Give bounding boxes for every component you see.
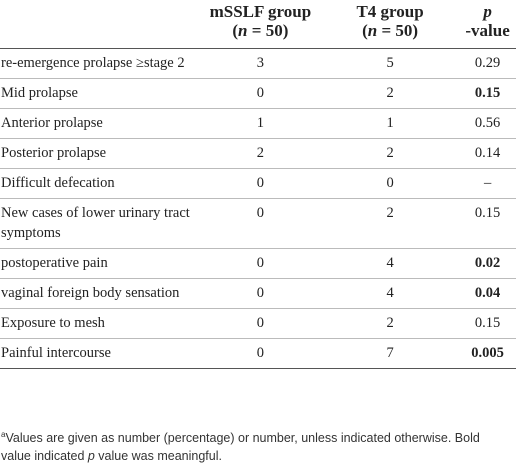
header-cell (0, 0, 200, 49)
cell-p: – (459, 168, 516, 199)
header-text: ( (362, 21, 368, 40)
cell-p: 0.04 (459, 278, 516, 309)
table-row: New cases of lower urinary tract symptom… (0, 198, 516, 249)
table-row: postoperative pain 0 4 0.02 (0, 248, 516, 279)
cell-T4: 4 (321, 248, 460, 279)
row-label: Difficult defecation (0, 168, 200, 199)
cell-mSSLF: 0 (199, 278, 322, 309)
cell-T4: 0 (321, 168, 460, 199)
cell-T4: 2 (321, 138, 460, 169)
header-var: n (238, 21, 248, 40)
table-row: Painful intercourse 0 7 0.005 (0, 338, 516, 369)
cell-T4: 1 (321, 108, 460, 139)
cell-p: 0.15 (459, 78, 516, 109)
cell-p: 0.14 (459, 138, 516, 169)
table-row: vaginal foreign body sensation 0 4 0.04 (0, 278, 516, 309)
cell-mSSLF: 0 (199, 198, 322, 249)
cell-mSSLF: 3 (199, 48, 322, 79)
table-body: re-emergence prolapse ≥stage 2 3 5 0.29 Mid … (0, 48, 516, 369)
table-row: Mid prolapse 0 2 0.15 (0, 78, 516, 109)
header-title: mSSLF group (209, 2, 312, 21)
header-row: mSSLF group (n = 50) T4 group (n = 50) p -val… (0, 0, 516, 49)
row-label: Anterior prolapse (0, 108, 200, 139)
cell-T4: 5 (321, 48, 460, 79)
cell-mSSLF: 0 (199, 338, 322, 369)
table: mSSLF group (n = 50) T4 group (n = 50) p -val… (0, 0, 516, 369)
table-row: re-emergence prolapse ≥stage 2 3 5 0.29 (0, 48, 516, 79)
cell-T4: 2 (321, 198, 460, 249)
table-row: Anterior prolapse 1 1 0.56 (0, 108, 516, 139)
cell-p: 0.56 (459, 108, 516, 139)
row-label: New cases of lower urinary tract symptom… (0, 198, 200, 249)
header-var: n (367, 21, 378, 40)
header-text: = 50) (247, 21, 289, 40)
header-cell: T4 group (n = 50) (321, 0, 460, 49)
table-row: Posterior prolapse 2 2 0.14 (0, 138, 516, 169)
cell-T4: 7 (321, 338, 460, 369)
header-text: -value (465, 21, 510, 40)
header-cell: mSSLF group (n = 50) (199, 0, 322, 49)
row-label: re-emergence prolapse ≥stage 2 (0, 48, 200, 79)
row-label: Painful intercourse (0, 338, 200, 369)
header-title: T4 group (356, 2, 424, 21)
footnote-var: p (87, 449, 95, 464)
cell-p: 0.02 (459, 248, 516, 279)
row-label: Exposure to mesh (0, 308, 200, 339)
row-label: postoperative pain (0, 248, 200, 279)
cell-p: 0.29 (459, 48, 516, 79)
table-row: Difficult defecation 0 0– (0, 168, 516, 199)
row-label: Mid prolapse (0, 78, 200, 109)
footnote-mark: a (1, 430, 6, 439)
header-cell: p -value (459, 0, 516, 49)
cell-mSSLF: 0 (199, 248, 322, 279)
cell-mSSLF: 1 (199, 108, 322, 139)
footnote: aValues are given as number (percentage)… (1, 426, 513, 465)
cell-T4: 2 (321, 308, 460, 339)
cell-mSSLF: 0 (199, 78, 322, 109)
header-text: ( (232, 21, 239, 40)
footnote-text: Values are given as number (percentage) … (1, 431, 480, 464)
row-label: Posterior prolapse (0, 138, 200, 169)
cell-T4: 4 (321, 278, 460, 309)
row-label: vaginal foreign body sensation (0, 278, 200, 309)
table-header: mSSLF group (n = 50) T4 group (n = 50) p -val… (0, 0, 516, 49)
cell-p: 0.005 (459, 338, 516, 369)
table-row: Exposure to mesh 0 2 0.15 (0, 308, 516, 339)
header-text: = 50) (377, 21, 419, 40)
cell-p: 0.15 (459, 308, 516, 339)
cell-T4: 2 (321, 78, 460, 109)
cell-mSSLF: 0 (199, 308, 322, 339)
cell-p: 0.15 (459, 198, 516, 249)
footnote-text: value was meaningful. (94, 449, 222, 464)
cell-mSSLF: 2 (199, 138, 322, 169)
header-var: p (483, 2, 492, 21)
cell-mSSLF: 0 (199, 168, 322, 199)
